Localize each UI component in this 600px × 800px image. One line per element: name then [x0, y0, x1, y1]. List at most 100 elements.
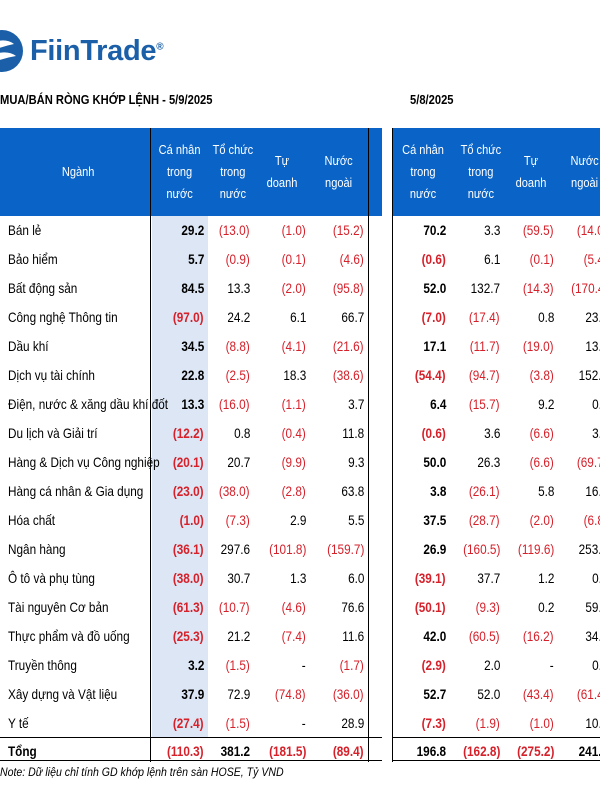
table-row: Ngân hàng (36.1) 297.6 (101.8) (159.7) [0, 535, 382, 563]
value-cell: (38.0) [219, 483, 250, 499]
value-cell: (19.0) [523, 338, 554, 354]
value-cell: (8.8) [225, 338, 250, 354]
table-row: (2.9) 2.0 - 0.9 [392, 651, 600, 679]
value-cell: 63.8 [341, 483, 364, 499]
table-row: (7.0) (17.4) 0.8 23.7 [392, 303, 600, 331]
value-cell: (7.3) [225, 512, 250, 528]
value-cell: (110.3) [167, 743, 204, 759]
table-row: (39.1) 37.7 1.2 0.3 [392, 564, 600, 592]
value-cell: 37.9 [181, 686, 204, 702]
table-row: Hóa chất (1.0) (7.3) 2.9 5.5 [0, 506, 382, 534]
value-cell: (0.1) [529, 251, 554, 267]
value-cell: (2.0) [529, 512, 554, 528]
value-cell: (160.5) [462, 541, 500, 557]
table-row: 70.2 3.3 (59.5) (14.0) [392, 216, 600, 244]
value-cell: (13.0) [219, 222, 250, 238]
value-cell: (43.4) [523, 686, 554, 702]
value-cell: 72.9 [227, 686, 250, 702]
header-cell: Tổ chức trong nước [460, 142, 502, 201]
value-cell: (21.6) [333, 338, 364, 354]
header-cell: Nước ngoài [324, 153, 354, 190]
value-cell: (27.4) [173, 715, 204, 731]
value-cell: 10.2 [585, 715, 600, 731]
table-row: Hàng cá nhân & Gia dụng (23.0) (38.0) (2.8)… [0, 477, 382, 505]
value-cell: (1.5) [225, 657, 250, 673]
value-cell: 16.4 [585, 483, 600, 499]
value-cell: (4.6) [281, 599, 306, 615]
total-row: 196.8 (162.8) (275.2) 241.2 [392, 737, 600, 762]
table-row: 42.0 (60.5) (16.2) 34.6 [392, 622, 600, 650]
title-right: 5/8/2025 [410, 92, 454, 107]
value-cell: 6.0 [347, 570, 364, 586]
value-cell: 20.7 [227, 454, 250, 470]
value-cell: (10.7) [219, 599, 250, 615]
value-cell: 37.5 [423, 512, 446, 528]
sector-name: Công nghệ Thông tin [8, 309, 118, 325]
value-cell: 42.0 [423, 628, 446, 644]
value-cell: (170.4) [570, 280, 600, 296]
value-cell: 3.7 [347, 396, 364, 412]
value-cell: - [302, 715, 306, 731]
value-cell: 0.8 [233, 425, 250, 441]
value-cell: 2.0 [483, 657, 500, 673]
table-row: 52.0 132.7 (14.3) (170.4) [392, 274, 600, 302]
column-divider [150, 128, 151, 762]
value-cell: (20.1) [173, 454, 204, 470]
value-cell: (16.0) [219, 396, 250, 412]
value-cell: (16.2) [523, 628, 554, 644]
title-left: MUA/BÁN RÒNG KHỚP LỆNH - 5/9/2025 [0, 92, 213, 107]
sector-name: Xây dựng và Vật liệu [8, 686, 118, 702]
value-cell: (6.8) [583, 512, 600, 528]
fiintrade-logo-icon [0, 30, 23, 72]
value-cell: (61.4) [577, 686, 600, 702]
sector-name: Bán lẻ [8, 222, 42, 238]
value-cell: 6.1 [289, 309, 306, 325]
value-cell: 5.5 [347, 512, 364, 528]
table-row: 50.0 26.3 (6.6) (69.7) [392, 448, 600, 476]
table-row: (0.6) 6.1 (0.1) (5.4) [392, 245, 600, 273]
value-cell: 17.1 [423, 338, 446, 354]
value-cell: (159.7) [326, 541, 364, 557]
table-row: Bán lẻ 29.2 (13.0) (1.0) (15.2) [0, 216, 382, 244]
value-cell: (275.2) [516, 743, 554, 759]
value-cell: (0.9) [225, 251, 250, 267]
value-cell: (2.9) [421, 657, 446, 673]
table-row: 17.1 (11.7) (19.0) 13.6 [392, 332, 600, 360]
value-cell: (3.8) [529, 367, 554, 383]
table-header-right: Cá nhân trong nước Tổ chức trong nước Tự d… [392, 128, 600, 216]
value-cell: (0.6) [421, 425, 446, 441]
value-cell: 30.7 [227, 570, 250, 586]
table-row: Ô tô và phụ tùng (38.0) 30.7 1.3 6.0 [0, 564, 382, 592]
sector-name: Tổng [8, 743, 37, 759]
total-row-border [0, 737, 382, 762]
value-cell: (12.2) [173, 425, 204, 441]
value-cell: 13.3 [227, 280, 250, 296]
value-cell: 0.8 [537, 309, 554, 325]
sector-name: Y tế [8, 715, 29, 731]
value-cell: (2.5) [225, 367, 250, 383]
table-row: (0.6) 3.6 (6.6) 3.6 [392, 419, 600, 447]
value-cell: 59.2 [585, 599, 600, 615]
value-cell: (26.1) [469, 483, 500, 499]
table-panel-right: Cá nhân trong nước Tổ chức trong nước Tự d… [392, 128, 600, 762]
value-cell: 11.6 [341, 628, 364, 644]
value-cell: (39.1) [415, 570, 446, 586]
header-cell: Nước ngoài [570, 153, 600, 190]
value-cell: (181.5) [268, 743, 306, 759]
table-row: 37.5 (28.7) (2.0) (6.8) [392, 506, 600, 534]
value-cell: (162.8) [462, 743, 500, 759]
table-row: 3.8 (26.1) 5.8 16.4 [392, 477, 600, 505]
value-cell: - [550, 657, 554, 673]
header-cell: Tự doanh [515, 153, 547, 190]
highlight-column [152, 216, 208, 738]
value-cell: (1.5) [225, 715, 250, 731]
value-cell: (95.8) [333, 280, 364, 296]
value-cell: 5.8 [537, 483, 554, 499]
value-cell: (4.1) [281, 338, 306, 354]
value-cell: (1.7) [339, 657, 364, 673]
value-cell: 241.2 [578, 743, 600, 759]
value-cell: 1.2 [537, 570, 554, 586]
sector-name: Hàng cá nhân & Gia dụng [8, 483, 144, 499]
fiintrade-logo: FiinTrade® [0, 28, 164, 74]
table-row: Hàng & Dịch vụ Công nghiệp (20.1) 20.7 (9.9… [0, 448, 382, 476]
